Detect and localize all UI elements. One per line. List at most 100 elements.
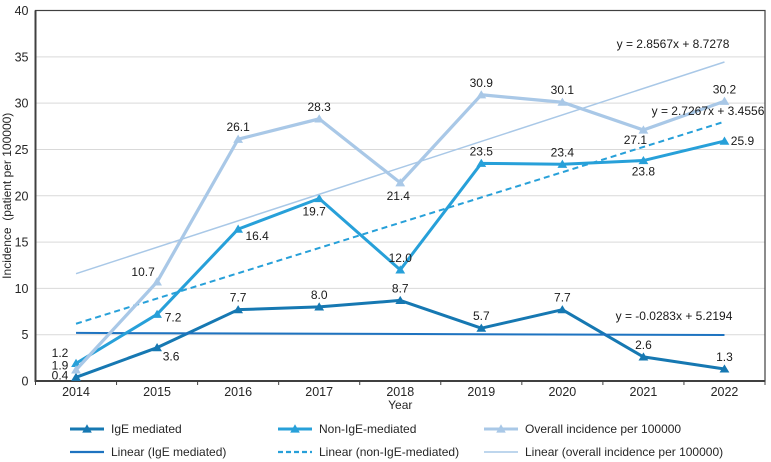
- data-point-marker: [638, 125, 649, 134]
- thin-line-icon: [484, 450, 518, 453]
- legend-label: Linear (non-IgE-mediated): [319, 444, 460, 459]
- data-label: 25.9: [731, 134, 755, 148]
- data-label: 1.3: [716, 350, 733, 364]
- data-label: 21.4: [387, 189, 411, 203]
- legend-item-linear-ige-mediated: Linear (IgE mediated): [70, 445, 278, 459]
- data-label: 8.7: [392, 281, 409, 295]
- legend-item-overall-incidence: Overall incidence per 100000: [484, 422, 771, 436]
- legend-label: Linear (overall incidence per 100000): [525, 444, 724, 459]
- y-axis-title: Incidence (patient per 100000): [0, 113, 14, 279]
- trendline-linear-overall-incidence-per-100000: [75, 61, 725, 275]
- legend-item-non-ige-mediated: Non-IgE-mediated: [278, 422, 484, 436]
- data-point-marker: [314, 302, 325, 311]
- data-point-marker: [71, 372, 81, 381]
- series-ige-mediated: [71, 295, 730, 381]
- x-tick-label: 2016: [224, 385, 252, 399]
- x-tick-label: 2022: [711, 385, 739, 399]
- series-overall-incidence-per-100000: [71, 90, 730, 374]
- data-point-marker: [476, 158, 487, 167]
- data-label: 30.2: [713, 82, 737, 96]
- data-label: 30.1: [551, 83, 575, 97]
- data-point-marker: [233, 305, 244, 314]
- data-point-marker: [476, 90, 487, 99]
- data-label: 23.5: [470, 144, 494, 158]
- line-triangle-marker-icon: [278, 423, 312, 433]
- data-point-marker: [152, 277, 162, 286]
- x-tick-label: 2017: [305, 385, 333, 399]
- dashed-line-icon: [278, 450, 312, 453]
- x-tick-label: 2021: [630, 385, 658, 399]
- data-label: 8.0: [311, 288, 328, 302]
- data-point-marker: [71, 365, 81, 374]
- legend-item-linear-overall-incidence: Linear (overall incidence per 100000): [484, 445, 771, 459]
- trendline-equation: y = 2.7267x + 3.4556: [652, 104, 765, 118]
- y-tick-label: 20: [15, 189, 29, 203]
- data-point-marker: [314, 193, 325, 203]
- data-label: 0.4: [52, 368, 69, 382]
- line-triangle-marker-icon: [484, 423, 518, 433]
- y-tick-label: 25: [15, 143, 29, 157]
- x-tick-label: 2018: [386, 385, 414, 399]
- data-label: 12.0: [389, 251, 413, 265]
- chart-legend: IgE mediated Non-IgE-mediated Overall in…: [0, 418, 771, 462]
- line-triangle-marker-icon: [70, 423, 104, 433]
- data-label: 1.9: [52, 358, 69, 372]
- y-tick-label: 30: [15, 97, 29, 111]
- data-point-marker: [395, 295, 406, 305]
- data-point-marker: [476, 323, 487, 332]
- data-label: 19.7: [303, 205, 327, 219]
- trendline-equation: y = -0.0283x + 5.2194: [616, 309, 733, 323]
- x-tick-label: 2020: [548, 385, 576, 399]
- data-label: 5.7: [473, 309, 490, 323]
- data-point-marker: [314, 114, 325, 123]
- trendline-equation: y = 2.8567x + 8.7278: [617, 37, 730, 51]
- data-point-marker: [557, 305, 568, 314]
- series-non-ige-mediated: [71, 136, 730, 368]
- data-label: 7.7: [554, 291, 571, 305]
- data-label: 16.4: [245, 229, 269, 243]
- data-point-marker: [233, 134, 244, 143]
- data-point-marker: [233, 224, 244, 233]
- data-label: 23.8: [632, 165, 656, 179]
- data-label: 1.2: [52, 346, 69, 360]
- data-label: 2.6: [635, 338, 652, 352]
- data-label: 27.1: [624, 133, 648, 147]
- line-chart-canvas: 0 5 10 15 20 25 30 35 40 2014 2015 2016 2017 2018 2019…: [0, 4, 766, 412]
- x-axis-title: Year: [388, 398, 412, 411]
- x-tick-label: 2019: [467, 385, 495, 399]
- y-tick-label: 35: [15, 50, 29, 64]
- trendline-linear-non-ige-mediated: [75, 120, 725, 325]
- data-point-marker: [395, 265, 406, 274]
- data-point-marker: [719, 364, 730, 373]
- data-point-marker: [557, 97, 568, 106]
- data-label: 23.4: [551, 145, 575, 159]
- data-point-marker: [638, 155, 649, 165]
- data-label: 26.1: [226, 120, 250, 134]
- data-point-marker: [719, 136, 730, 145]
- y-tick-label: 15: [15, 236, 29, 250]
- legend-label: Linear (IgE mediated): [111, 444, 227, 459]
- y-tick-label: 0: [22, 375, 29, 389]
- legend-label: IgE mediated: [111, 421, 182, 436]
- y-tick-label: 5: [22, 328, 29, 342]
- legend-item-ige-mediated: IgE mediated: [70, 422, 278, 436]
- trendline-linear-ige-mediated: [76, 331, 725, 337]
- data-point-marker: [152, 309, 162, 318]
- data-label: 10.7: [131, 265, 155, 279]
- data-label: 3.6: [163, 350, 180, 364]
- data-point-marker: [557, 159, 568, 168]
- data-label: 30.9: [470, 76, 494, 90]
- data-point-marker: [152, 343, 162, 352]
- solid-line-icon: [70, 450, 104, 453]
- data-point-marker: [719, 96, 730, 105]
- x-tick-label: 2015: [143, 385, 171, 399]
- data-label: 7.2: [165, 310, 182, 324]
- data-point-marker: [638, 352, 649, 361]
- legend-label: Non-IgE-mediated: [319, 421, 417, 436]
- data-label: 7.7: [230, 291, 247, 305]
- x-tick-label: 2014: [62, 385, 90, 399]
- data-label: 28.3: [308, 100, 332, 114]
- data-point-marker: [395, 178, 406, 187]
